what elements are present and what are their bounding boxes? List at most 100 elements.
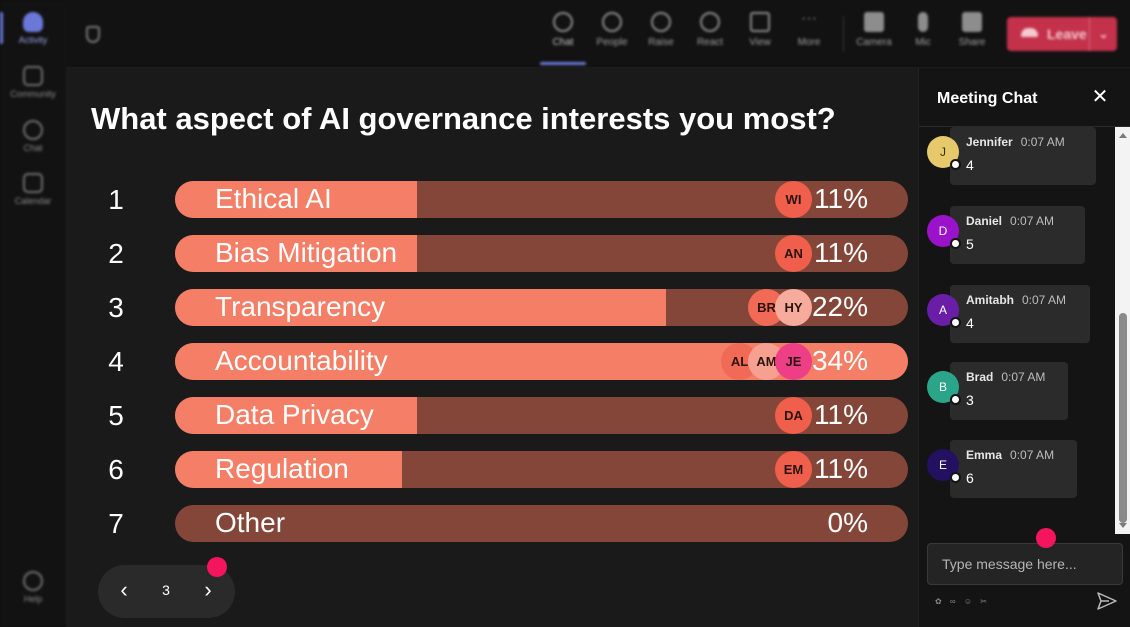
chat-message-input[interactable] [927,543,1123,585]
scroll-up-icon[interactable] [1119,133,1127,138]
message-text: 4 [966,315,974,331]
message-time: 0:07 AM [1020,135,1065,149]
avatar-initial: J [940,145,946,159]
poll-option[interactable]: 2 Bias Mitigation 11% AN [66,235,918,273]
toolbar-view-button[interactable]: View [737,10,783,48]
option-label: Transparency [215,291,386,322]
chevron-right-icon[interactable]: › [204,577,212,602]
sender-name: Brad [966,370,994,384]
toolbar-react-button[interactable]: React [687,10,733,48]
option-number: 4 [108,346,124,377]
sender-avatar[interactable]: B [927,371,961,405]
chat-icon [23,120,43,140]
leave-button[interactable]: Leave ⌄ [1007,17,1117,51]
sender-avatar[interactable]: A [927,294,961,328]
community-icon [23,66,43,86]
rail-item-label: Community [10,89,56,99]
option-number: 2 [108,238,124,269]
option-bar [175,505,908,542]
share-icon [962,12,982,32]
avatar-initial: A [938,303,947,317]
toolbar-button-label: More [797,37,821,48]
poll-option[interactable]: 4 Accountability 34% AL AM JE [66,343,918,381]
toolbar-more-button[interactable]: ··· More [786,10,832,49]
chat-scrollbar[interactable] [1115,127,1130,534]
presence-icon [950,472,961,483]
meeting-chat-panel: Meeting Chat ✕ Jennifer 0:07 AM 4 J Daniel 0:… [918,68,1130,627]
chat-message[interactable]: Amitabh 0:07 AM 4 A [927,285,1115,347]
option-number: 1 [108,184,124,215]
scroll-down-icon[interactable] [1119,523,1127,528]
shield-icon [86,26,100,43]
toolbar-content: Chat People Raise React View ··· More Ca… [66,0,1130,67]
chevron-left-icon[interactable]: ‹ [120,577,128,602]
rail-item-activity[interactable]: Activity [0,12,66,45]
message-bubble: Amitabh 0:07 AM 4 [950,285,1090,343]
toolbar-button-label: Raise [648,37,674,48]
poll-option[interactable]: 5 Data Privacy 11% DA [66,397,918,435]
sender-name: Daniel [966,214,1003,228]
chat-title: Meeting Chat [937,90,1038,107]
option-number: 5 [108,400,124,431]
presence-icon [950,159,961,170]
option-percent: 0% [827,507,868,538]
sender-name: Emma [966,448,1003,462]
option-bar-fill [175,181,417,218]
poll-option[interactable]: 6 Regulation 11% EM [66,451,918,489]
toolbar-share-button[interactable]: Share [949,10,995,48]
rail-item-chat[interactable]: Chat [0,120,66,153]
chat-message-list[interactable]: Jennifer 0:07 AM 4 J Daniel 0:07 AM 5 D Amitabh 0… [919,127,1115,534]
close-icon[interactable]: ✕ [1091,86,1109,108]
calendar-icon [23,173,43,193]
option-percent: 11% [814,183,868,214]
send-icon[interactable] [1097,592,1117,610]
option-label: Accountability [215,345,388,376]
meeting-toolbar: Chat People Raise React View ··· More Ca… [66,0,1130,68]
toolbar-camera-button[interactable]: Camera [851,10,897,48]
chat-message[interactable]: Brad 0:07 AM 3 B [927,362,1115,424]
grid-icon [750,12,770,32]
sender-avatar[interactable]: E [927,449,961,483]
sender-avatar[interactable]: J [927,136,961,170]
rail-item-community[interactable]: Community [0,66,66,99]
sender-avatar[interactable]: D [927,215,961,249]
option-bar-fill [175,451,402,488]
option-bar-fill [175,289,666,326]
toolbar-chat-button[interactable]: Chat [540,10,586,65]
chat-message[interactable]: Jennifer 0:07 AM 4 J [927,127,1115,189]
mic-icon [918,12,928,32]
toolbar-raise-button[interactable]: Raise [638,10,684,48]
chat-message[interactable]: Daniel 0:07 AM 5 D [927,206,1115,268]
rail-item-help[interactable]: Help [0,571,66,604]
option-bar-fill [175,397,417,434]
voter-avatar: WI [775,181,812,218]
chevron-down-icon[interactable]: ⌄ [1089,17,1117,51]
poll-option[interactable]: 1 Ethical AI 11% WI [66,181,918,219]
toolbar-people-button[interactable]: People [589,10,635,48]
leave-button-label: Leave [1047,26,1087,42]
option-label: Ethical AI [215,183,332,214]
rail-item-calendar[interactable]: Calendar [0,173,66,206]
message-time: 0:07 AM [1001,370,1046,384]
poll-option[interactable]: 3 Transparency 22% BR HY [66,289,918,327]
format-tools[interactable]: ✿ ∞ ☺ ✂ [935,597,990,606]
smiley-icon [700,12,720,32]
hand-icon [651,12,671,32]
avatar-initial: B [938,380,947,394]
toolbar-mic-button[interactable]: Mic [900,10,946,48]
toolbar-button-label: People [596,37,628,48]
voter-avatar: EM [775,451,812,488]
poll-stage: What aspect of AI governance interests y… [66,68,918,627]
poll-option[interactable]: 7 Other 0% [66,505,918,543]
chat-message[interactable]: Emma 0:07 AM 6 E [927,440,1115,502]
option-bar [175,451,908,488]
toolbar-button-label: View [749,37,771,48]
rail-item-label: Chat [23,143,43,153]
toolbar-button-label: React [696,37,724,48]
rail-item-label: Activity [18,35,48,45]
phone-hangup-icon [1021,28,1038,37]
pointer-highlight [1036,528,1056,548]
scrollbar-thumb[interactable] [1119,313,1127,523]
message-bubble: Daniel 0:07 AM 5 [950,206,1085,264]
message-text: 3 [966,392,974,408]
